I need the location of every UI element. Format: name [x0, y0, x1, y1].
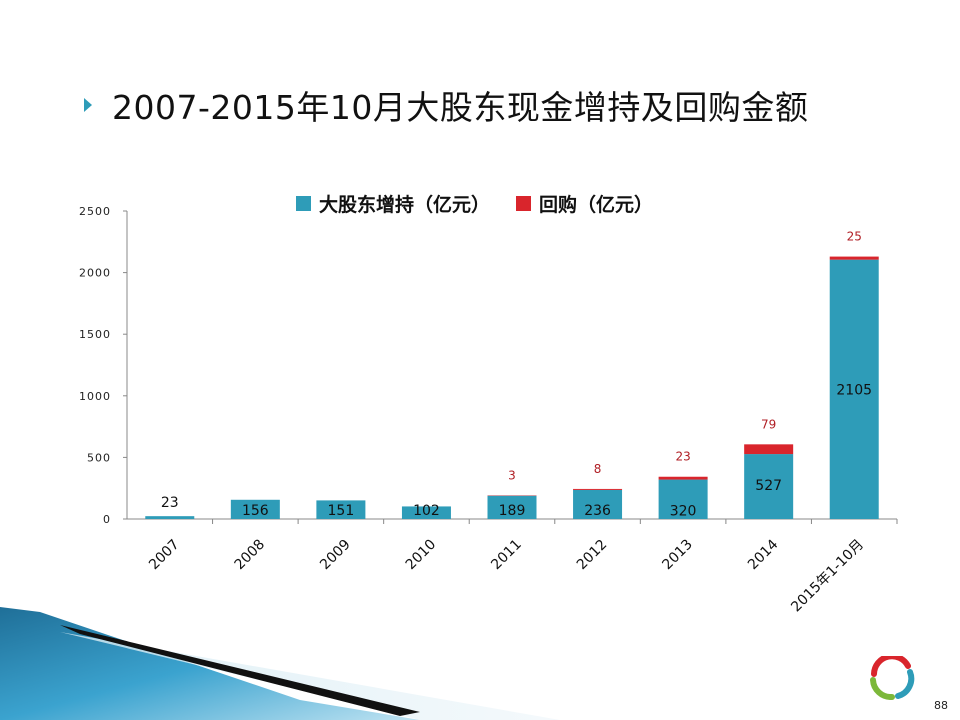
- data-label-buyback: 25: [847, 230, 862, 244]
- data-label-increase: 156: [242, 503, 269, 519]
- y-tick-label: 1500: [79, 328, 111, 341]
- data-label-increase: 102: [413, 503, 440, 519]
- data-label-buyback: 3: [508, 468, 516, 482]
- bar-increase-3: [401, 506, 451, 519]
- x-category-label: 2009: [317, 537, 354, 574]
- y-tick-label: 2500: [79, 205, 111, 218]
- x-category-label: 2010: [403, 537, 440, 574]
- x-category-label: 2012: [574, 537, 611, 574]
- bar-buyback-8: [829, 256, 879, 260]
- legend-swatch-increase: [296, 196, 311, 211]
- x-category-label: 2007: [146, 537, 183, 574]
- data-label-increase: 527: [755, 478, 782, 494]
- bar-increase-8: [829, 259, 879, 519]
- chart-legend: 大股东增持（亿元） 回购（亿元）: [296, 190, 679, 217]
- company-logo-icon: [870, 656, 915, 701]
- x-category-label: 2015年1-10月: [788, 537, 867, 616]
- legend-label-buyback: 回购（亿元）: [539, 194, 654, 216]
- data-label-increase: 2105: [836, 382, 872, 398]
- y-tick-label: 500: [87, 451, 111, 464]
- x-category-label: 2011: [488, 537, 525, 574]
- legend-swatch-buyback: [516, 196, 532, 211]
- page-number: 88: [934, 699, 948, 712]
- data-label-increase: 320: [670, 504, 697, 520]
- x-category-label: 2013: [659, 537, 696, 574]
- bar-buyback-7: [744, 444, 794, 455]
- y-tick-label: 2000: [79, 267, 111, 280]
- x-category-label: 2008: [232, 537, 269, 574]
- bullet-arrow-icon: [84, 98, 92, 112]
- bar-increase-0: [145, 516, 195, 519]
- data-label-increase: 151: [328, 503, 355, 519]
- data-label-increase: 189: [499, 503, 526, 519]
- y-tick-label: 0: [103, 513, 111, 526]
- legend-label-increase: 大股东增持（亿元）: [319, 194, 491, 216]
- bar-increase-1: [230, 499, 280, 519]
- y-tick-label: 1000: [79, 390, 111, 403]
- legend-item-buyback: 回购（亿元）: [516, 190, 653, 217]
- x-category-label: 2014: [745, 536, 782, 573]
- bar-increase-6: [658, 479, 708, 519]
- bar-increase-4: [487, 495, 537, 519]
- data-label-buyback: 23: [675, 450, 690, 464]
- bar-increase-2: [316, 500, 366, 519]
- bar-buyback-5: [573, 488, 623, 490]
- legend-item-increase: 大股东增持（亿元）: [296, 190, 490, 217]
- bar-buyback-6: [658, 476, 708, 480]
- slide-title: 2007-2015年10月大股东现金增持及回购金额: [112, 88, 809, 127]
- bar-increase-5: [573, 489, 623, 519]
- data-label-increase: 23: [161, 495, 179, 511]
- bar-increase-7: [744, 454, 794, 519]
- data-label-buyback: 8: [594, 462, 602, 476]
- data-label-increase: 236: [584, 503, 611, 519]
- data-label-buyback: 79: [761, 417, 776, 431]
- slide-title-row: 2007-2015年10月大股东现金增持及回购金额: [84, 82, 808, 128]
